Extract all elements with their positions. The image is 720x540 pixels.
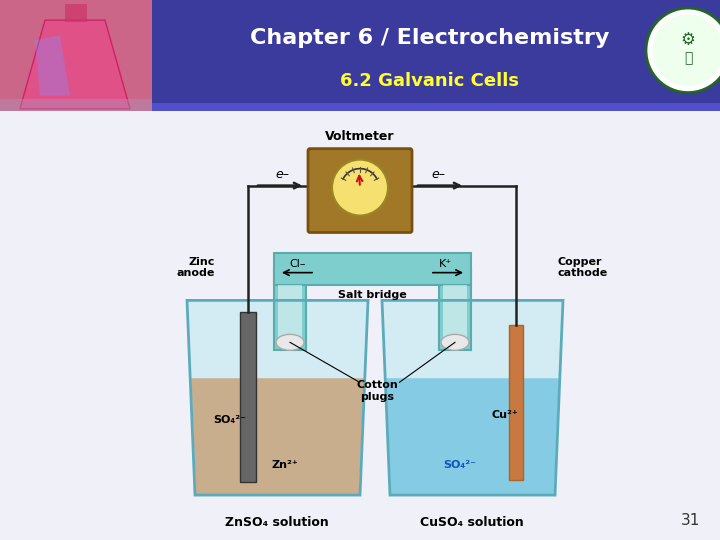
Text: Cotton
plugs: Cotton plugs (356, 380, 398, 402)
Bar (0, 0, 152, 111)
Polygon shape (386, 378, 559, 494)
Text: ZnSO₄ solution: ZnSO₄ solution (225, 516, 329, 529)
Text: CuSO₄ solution: CuSO₄ solution (420, 516, 524, 529)
Text: 6.2 Galvanic Cells: 6.2 Galvanic Cells (341, 71, 520, 90)
Text: Zn²⁺: Zn²⁺ (271, 460, 298, 470)
Text: 🧪: 🧪 (684, 51, 692, 65)
Text: Voltmeter: Voltmeter (325, 130, 395, 143)
Bar (274, 269, 306, 350)
Text: Cl–: Cl– (289, 259, 306, 268)
Circle shape (652, 15, 720, 86)
Polygon shape (20, 20, 130, 109)
Bar (65, 4, 87, 22)
Polygon shape (382, 300, 563, 495)
Bar (278, 286, 302, 339)
FancyBboxPatch shape (308, 148, 412, 233)
Bar (0, 103, 720, 111)
Text: Copper
cathode: Copper cathode (558, 256, 608, 278)
Text: SO₄²⁻: SO₄²⁻ (214, 415, 246, 425)
Text: Cu²⁺: Cu²⁺ (492, 410, 518, 420)
Bar (509, 325, 523, 480)
Bar (0, 99, 152, 111)
Polygon shape (187, 300, 368, 495)
Text: Salt bridge: Salt bridge (338, 291, 406, 300)
Polygon shape (192, 378, 364, 494)
Text: Chapter 6 / Electrochemistry: Chapter 6 / Electrochemistry (251, 28, 610, 48)
Ellipse shape (276, 334, 304, 350)
Text: 31: 31 (680, 513, 700, 528)
Ellipse shape (441, 334, 469, 350)
Text: Zinc
anode: Zinc anode (176, 256, 215, 278)
Text: e–: e– (275, 167, 289, 180)
Text: K⁺: K⁺ (438, 259, 451, 268)
Polygon shape (35, 35, 70, 96)
Bar (274, 253, 471, 286)
Bar (240, 312, 256, 482)
Circle shape (646, 8, 720, 92)
Text: e–: e– (431, 167, 445, 180)
Text: SO₄²⁻: SO₄²⁻ (444, 460, 477, 470)
Bar (439, 269, 471, 350)
Bar (443, 286, 467, 339)
Text: ⚙: ⚙ (680, 31, 696, 49)
Circle shape (332, 160, 388, 215)
